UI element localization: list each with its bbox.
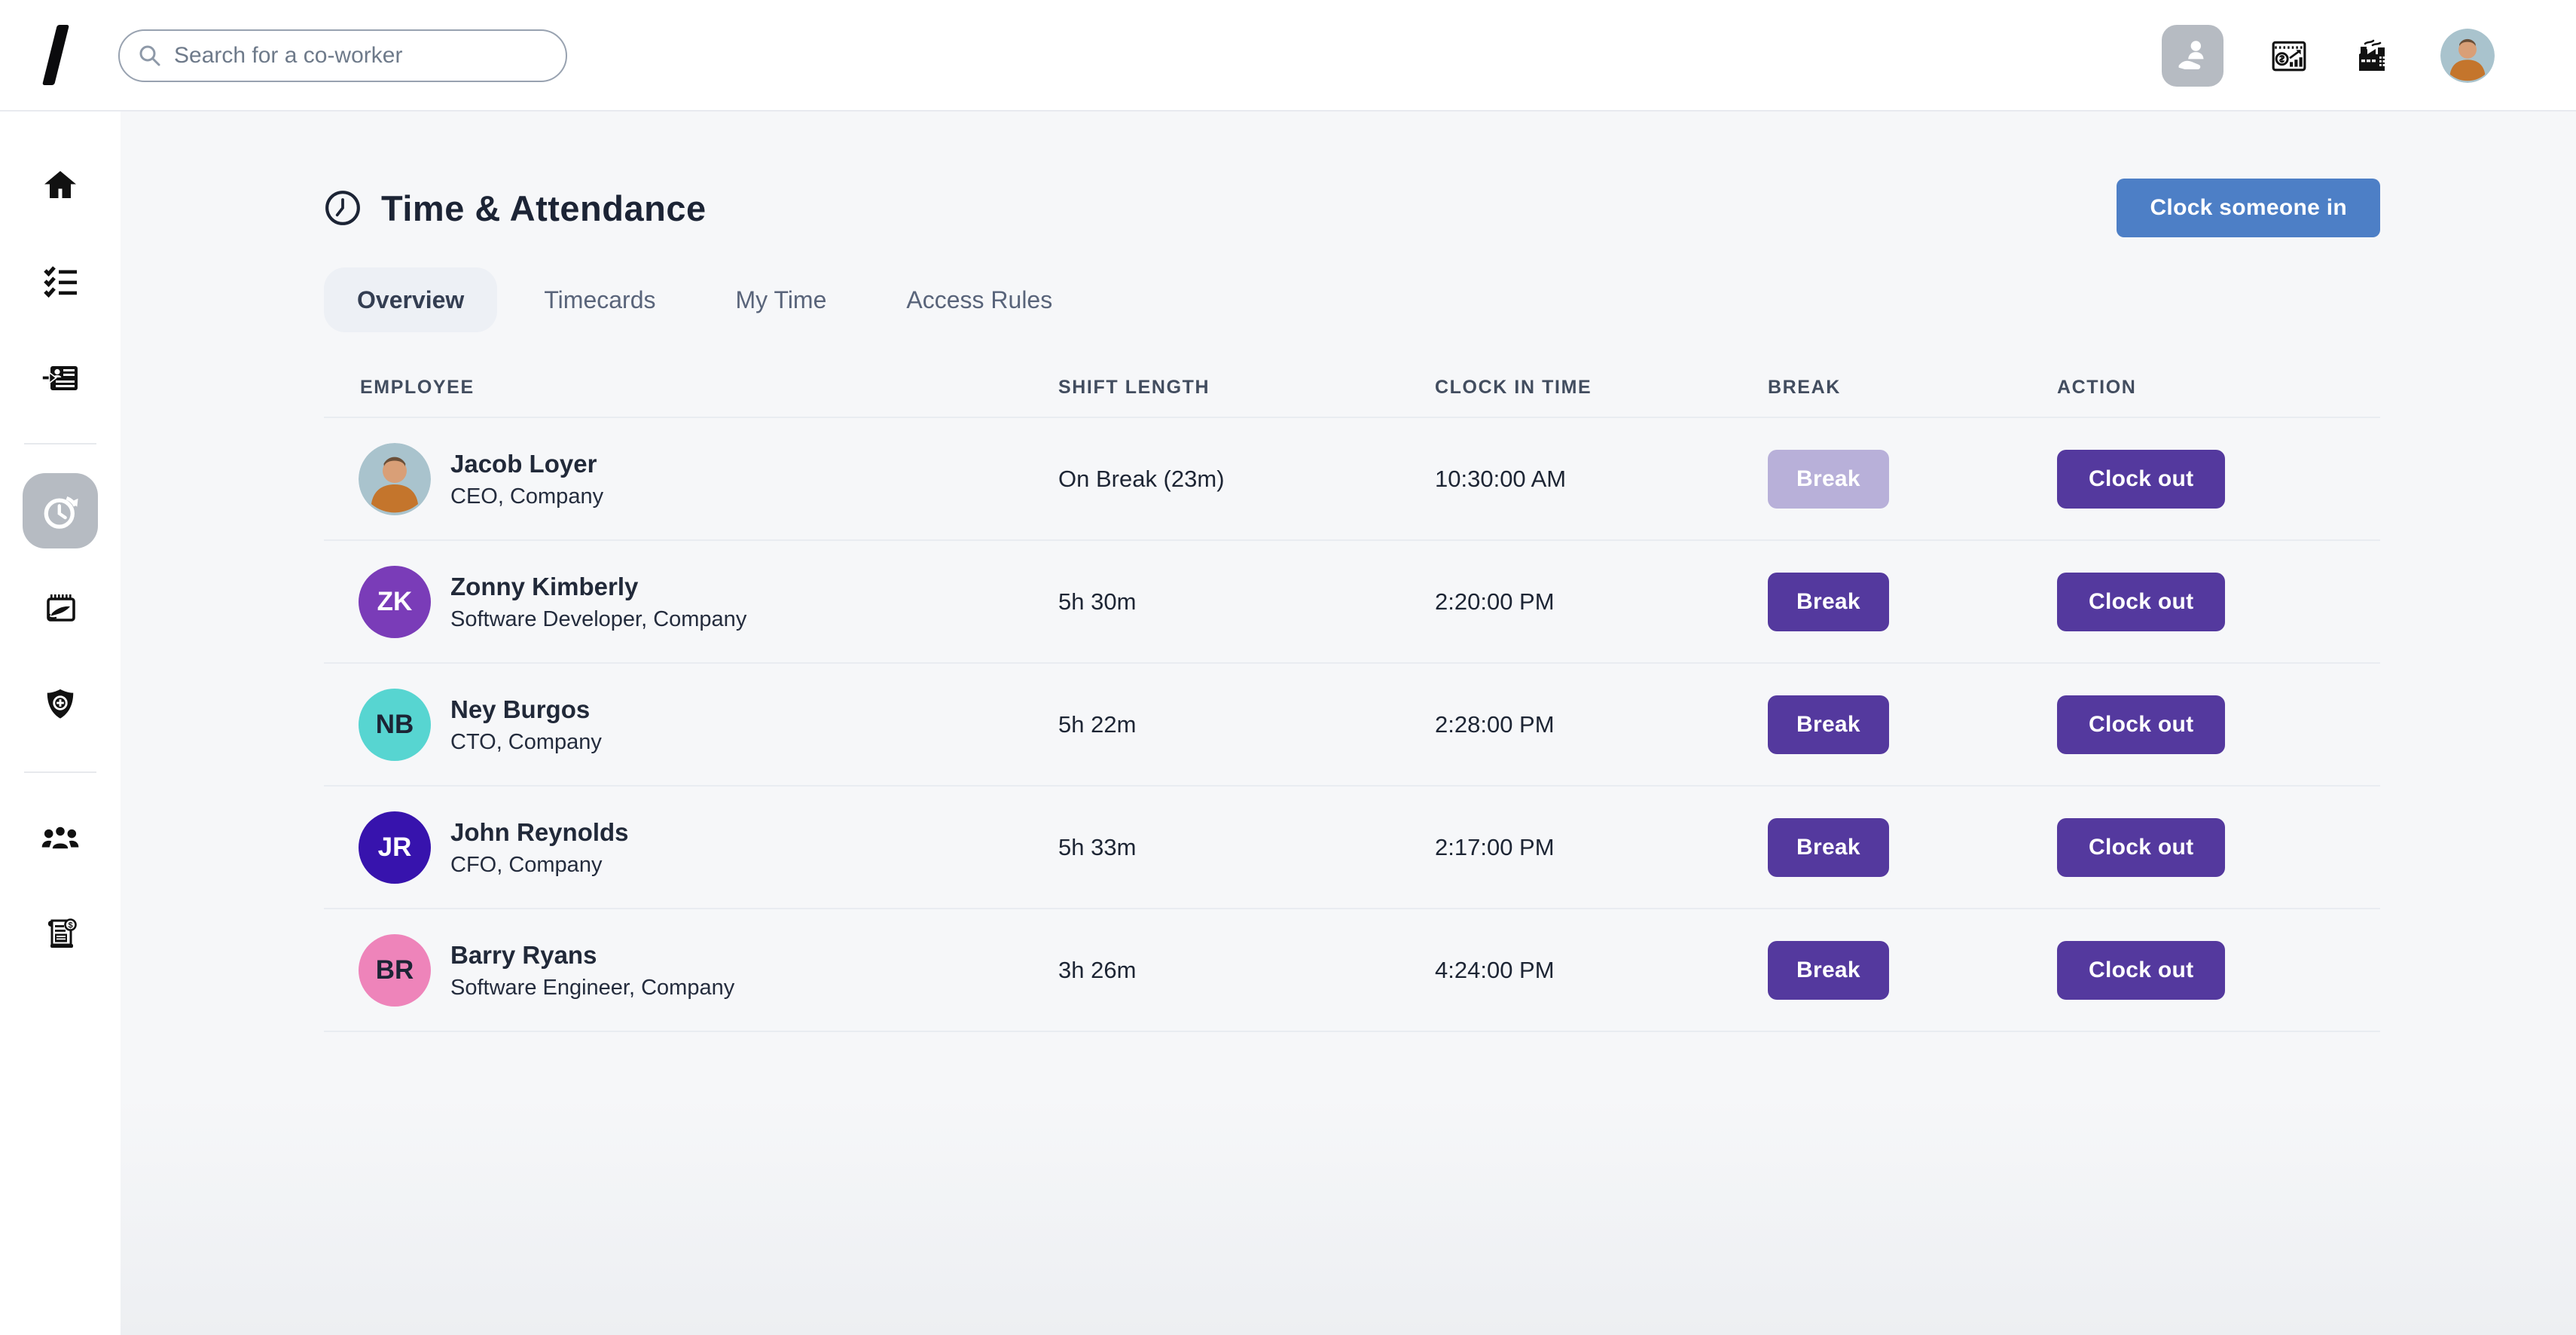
payments-insights-button[interactable] <box>2270 37 2308 75</box>
shift-length: 5h 22m <box>1058 710 1137 738</box>
receipt-dollar-icon: $ <box>42 916 78 952</box>
table-row[interactable]: NB Ney Burgos CTO, Company 5h 22m 2:28:0… <box>324 664 2380 787</box>
topbar <box>0 0 2576 112</box>
table-row[interactable]: ZK Zonny Kimberly Software Developer, Co… <box>324 541 2380 664</box>
table-row[interactable]: BR Barry Ryans Software Engineer, Compan… <box>324 909 2380 1032</box>
clock-out-button[interactable]: Clock out <box>2057 449 2226 509</box>
page-title: Time & Attendance <box>381 188 707 228</box>
home-icon <box>42 166 78 203</box>
sidebar-item-directory[interactable] <box>0 361 121 397</box>
column-header-shift-length: Shift length <box>1058 377 1210 398</box>
column-header-break: Break <box>1768 377 1841 398</box>
employee-role: CEO, Company <box>450 484 604 509</box>
shield-plus-icon <box>43 686 78 721</box>
shift-length: 3h 26m <box>1058 956 1137 983</box>
tab-access-rules[interactable]: Access Rules <box>873 267 1085 332</box>
tab-bar: Overview Timecards My Time Access Rules <box>324 267 2380 332</box>
clock-out-button[interactable]: Clock out <box>2057 572 2226 631</box>
contact-card-icon <box>42 361 78 397</box>
break-button[interactable]: Break <box>1768 449 1889 509</box>
employee-role: CTO, Company <box>450 729 602 754</box>
employee-name: Ney Burgos <box>450 695 591 724</box>
shift-length: 5h 33m <box>1058 833 1137 860</box>
sidebar-item-time-attendance[interactable] <box>23 473 98 548</box>
break-button[interactable]: Break <box>1768 572 1889 631</box>
employee-name: Jacob Loyer <box>450 450 597 478</box>
sidebar-item-travel[interactable] <box>0 591 121 627</box>
sidebar-divider <box>24 443 96 444</box>
search-icon <box>138 44 162 68</box>
table-row[interactable]: JR John Reynolds CFO, Company 5h 33m 2:1… <box>324 787 2380 909</box>
employee-role: CFO, Company <box>450 852 603 877</box>
sidebar-item-home[interactable] <box>0 166 121 203</box>
column-header-employee: Employee <box>360 377 475 398</box>
table-row[interactable]: Jacob Loyer CEO, Company On Break (23m) … <box>324 418 2380 541</box>
time-tracking-icon <box>38 489 82 533</box>
break-button[interactable]: Break <box>1768 817 1889 877</box>
sidebar-item-tasks[interactable] <box>0 264 121 300</box>
search-input[interactable] <box>174 43 548 69</box>
checklist-icon <box>42 264 78 300</box>
clock-out-button[interactable]: Clock out <box>2057 695 2226 754</box>
user-avatar[interactable] <box>2440 29 2495 83</box>
clock-in-time: 2:28:00 PM <box>1435 710 1555 738</box>
avatar: JR <box>359 811 431 884</box>
employee-role: Software Developer, Company <box>450 606 747 631</box>
sidebar-divider <box>24 771 96 773</box>
clock-someone-in-button[interactable]: Clock someone in <box>2117 179 2380 237</box>
column-header-action: Action <box>2057 377 2137 398</box>
care-hand-icon <box>2173 36 2212 75</box>
factory-button[interactable] <box>2355 36 2394 75</box>
main-content: Time & Attendance Clock someone in Overv… <box>121 112 2576 1335</box>
tab-timecards[interactable]: Timecards <box>511 267 688 332</box>
employee-name: Zonny Kimberly <box>450 573 639 601</box>
travel-calendar-icon <box>42 591 78 627</box>
shift-length: On Break (23m) <box>1058 465 1225 492</box>
sidebar-item-payroll[interactable]: $ <box>0 916 121 952</box>
table-header: Employee Shift length Clock in time Brea… <box>324 332 2380 418</box>
sidebar-item-benefits[interactable] <box>0 686 121 721</box>
avatar: NB <box>359 688 431 761</box>
avatar: ZK <box>359 565 431 638</box>
clock-out-button[interactable]: Clock out <box>2057 817 2226 877</box>
sidebar-item-people[interactable] <box>0 821 121 854</box>
tab-overview[interactable]: Overview <box>324 267 498 332</box>
break-button[interactable]: Break <box>1768 940 1889 1000</box>
people-icon <box>40 821 81 854</box>
clock-out-button[interactable]: Clock out <box>2057 940 2226 1000</box>
shift-length: 5h 30m <box>1058 588 1137 615</box>
avatar: BR <box>359 933 431 1007</box>
employee-role: Software Engineer, Company <box>450 975 735 1000</box>
app-logo[interactable] <box>42 25 69 85</box>
employee-name: Barry Ryans <box>450 941 597 970</box>
care-hand-button[interactable] <box>2162 25 2223 87</box>
break-button[interactable]: Break <box>1768 695 1889 754</box>
clock-icon <box>324 189 362 227</box>
clock-in-time: 2:17:00 PM <box>1435 833 1555 860</box>
sidebar: $ <box>0 112 121 1335</box>
clock-in-time: 4:24:00 PM <box>1435 956 1555 983</box>
factory-icon <box>2355 36 2394 75</box>
search-box[interactable] <box>118 29 567 82</box>
clock-in-time: 2:20:00 PM <box>1435 588 1555 615</box>
svg-text:$: $ <box>68 921 72 930</box>
employee-name: John Reynolds <box>450 818 629 847</box>
payments-insights-icon <box>2270 37 2308 75</box>
avatar <box>359 442 431 515</box>
tab-my-time[interactable]: My Time <box>702 267 859 332</box>
column-header-clock-in-time: Clock in time <box>1435 377 1592 398</box>
clock-in-time: 10:30:00 AM <box>1435 465 1567 492</box>
